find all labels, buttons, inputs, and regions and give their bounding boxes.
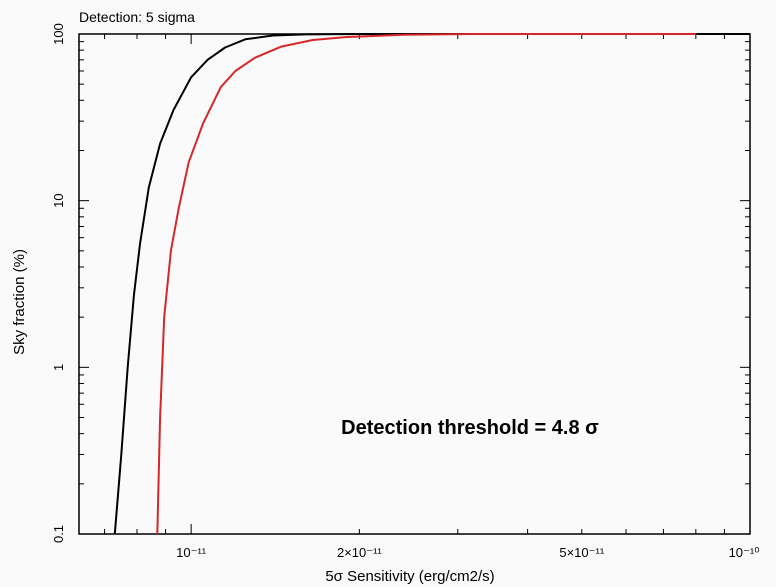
axis-tick-labels: 0.1 1 10 100 10⁻¹¹ 2×10⁻¹¹ 5×10⁻¹¹ 10⁻¹⁰ — [51, 23, 759, 560]
y-tick-label: 100 — [51, 23, 66, 45]
series-line-red — [156, 33, 696, 535]
series-lines — [113, 33, 750, 535]
axis-ticks — [79, 33, 751, 535]
y-axis-title: Sky fraction (%) — [11, 249, 28, 355]
detection-threshold-annotation: Detection threshold = 4.8 σ — [341, 417, 599, 439]
x-tick-label: 5×10⁻¹¹ — [559, 545, 604, 560]
plot-frame — [78, 33, 751, 535]
x-tick-label: 2×10⁻¹¹ — [337, 545, 382, 560]
x-axis-title: 5σ Sensitivity (erg/cm2/s) — [325, 568, 494, 585]
x-tick-label: 10⁻¹¹ — [176, 545, 207, 560]
y-tick-label: 1 — [51, 364, 66, 371]
series-line-black — [113, 33, 750, 535]
y-tick-label: 10 — [51, 193, 66, 207]
x-tick-label: 10⁻¹⁰ — [729, 545, 760, 560]
y-tick-label: 0.1 — [51, 525, 66, 543]
chart-title: Detection: 5 sigma — [79, 9, 195, 25]
